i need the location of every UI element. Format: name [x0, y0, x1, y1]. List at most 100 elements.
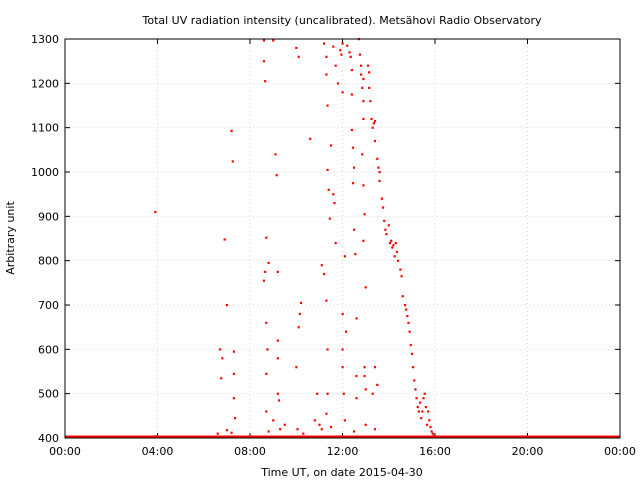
- data-point: [346, 44, 349, 47]
- axis-ticks: 400 500 600 700 800 900 1000 1100 1200 1300 00:00 0…: [31, 33, 636, 458]
- data-point: [350, 93, 353, 96]
- data-point: [358, 53, 362, 56]
- y-tick-label: 400: [38, 432, 59, 445]
- data-point: [339, 49, 342, 52]
- data-point: [392, 244, 395, 247]
- data-point: [297, 326, 300, 329]
- data-point: [425, 423, 429, 426]
- data-point: [295, 366, 298, 369]
- x-tick-label: 00:00: [49, 445, 81, 458]
- data-point: [387, 224, 390, 227]
- data-point: [267, 430, 270, 433]
- data-point: [232, 372, 236, 375]
- data-point: [434, 436, 437, 439]
- data-point: [354, 253, 357, 256]
- data-point: [276, 339, 279, 342]
- data-point: [378, 179, 381, 183]
- data-point: [414, 388, 417, 391]
- data-point: [225, 304, 229, 307]
- data-point: [265, 372, 268, 375]
- data-point: [428, 419, 431, 422]
- data-point: [320, 428, 323, 431]
- data-point: [329, 144, 333, 147]
- data-point: [328, 217, 331, 220]
- data-point: [233, 417, 237, 420]
- data-point: [265, 321, 268, 324]
- y-tick-label: 900: [38, 210, 59, 223]
- data-point: [430, 430, 433, 433]
- data-point: [265, 236, 268, 239]
- data-point: [230, 431, 233, 434]
- data-point: [427, 410, 430, 413]
- data-point: [225, 429, 229, 432]
- data-point: [313, 419, 316, 422]
- data-point: [276, 270, 279, 273]
- data-point: [350, 69, 353, 72]
- y-tick-label: 700: [38, 299, 59, 312]
- data-point: [373, 139, 377, 143]
- data-point: [216, 432, 219, 435]
- data-point: [325, 412, 328, 415]
- data-point: [372, 122, 375, 125]
- chart-title: Total UV radiation intensity (uncalibrat…: [142, 14, 542, 27]
- data-point: [397, 259, 400, 262]
- data-point: [341, 348, 344, 351]
- data-point: [408, 330, 411, 333]
- data-point: [154, 210, 157, 214]
- data-point: [297, 55, 300, 58]
- x-tick-label: 04:00: [142, 445, 174, 458]
- data-point: [332, 193, 335, 196]
- data-point: [350, 128, 353, 132]
- data-point: [349, 55, 352, 58]
- data-point: [360, 73, 363, 76]
- data-point: [362, 100, 365, 103]
- data-point: [366, 64, 370, 67]
- data-point: [326, 104, 329, 107]
- data-point: [391, 246, 394, 249]
- data-point: [409, 343, 412, 347]
- data-point: [370, 117, 373, 120]
- data-point: [218, 348, 222, 351]
- data-point: [364, 423, 367, 426]
- data-point: [353, 166, 356, 169]
- y-tick-label: 1300: [31, 33, 59, 46]
- data-point: [343, 255, 347, 258]
- data-point: [299, 301, 303, 304]
- data-point: [421, 410, 424, 413]
- data-point: [344, 330, 348, 333]
- data-point: [376, 157, 379, 160]
- data-point: [351, 146, 355, 149]
- y-tick-label: 800: [38, 255, 59, 268]
- data-point: [302, 432, 305, 435]
- data-point: [399, 268, 402, 271]
- data-point: [221, 357, 224, 360]
- data-point: [341, 312, 344, 316]
- data-point: [385, 233, 388, 236]
- data-point: [316, 392, 319, 395]
- data-point: [361, 86, 364, 89]
- data-point: [333, 202, 336, 205]
- data-point: [327, 188, 330, 191]
- data-point: [429, 425, 432, 429]
- data-point: [341, 366, 344, 369]
- data-point: [405, 308, 408, 311]
- data-point: [232, 350, 236, 353]
- data-point: [368, 86, 371, 89]
- data-point: [362, 117, 365, 120]
- data-point: [417, 410, 421, 413]
- data-point: [266, 348, 269, 351]
- data-point: [336, 82, 340, 85]
- data-point: [325, 299, 328, 302]
- data-point: [318, 423, 321, 426]
- data-point: [341, 91, 344, 94]
- data-point: [230, 129, 233, 132]
- data-point: [371, 126, 374, 129]
- data-point: [341, 42, 344, 45]
- data-point: [334, 64, 337, 67]
- data-point: [355, 397, 358, 400]
- data-point: [154, 435, 157, 438]
- x-tick-label: 20:00: [512, 445, 544, 458]
- data-point: [231, 160, 234, 163]
- data-point: [415, 397, 418, 400]
